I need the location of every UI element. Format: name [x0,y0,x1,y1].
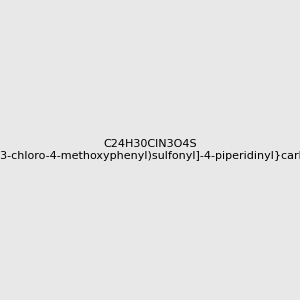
Text: C24H30ClN3O4S
1-benzyl-4-({1-[(3-chloro-4-methoxyphenyl)sulfonyl]-4-piperidinyl}: C24H30ClN3O4S 1-benzyl-4-({1-[(3-chloro-… [0,139,300,161]
